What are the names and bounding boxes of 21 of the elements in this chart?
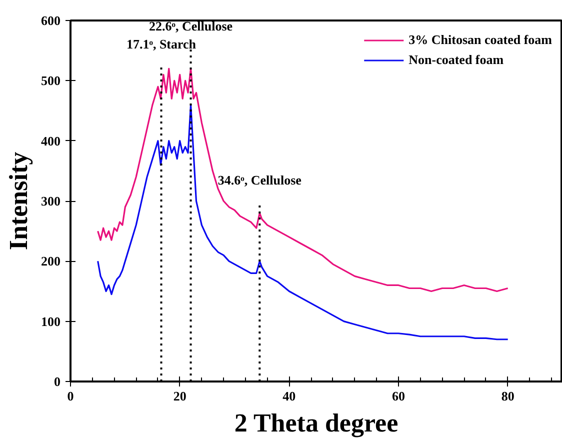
x-tick-label: 80 [501,388,514,404]
y-tick-label: 100 [41,314,60,329]
annotation: 22.6ᵒ, Cellulose [149,18,233,34]
x-tick-label: 20 [173,388,186,404]
y-tick-label: 0 [54,374,60,389]
y-axis-title: Intensity [4,152,33,250]
y-tick-label: 500 [41,73,60,88]
line-series [97,68,509,292]
legend-label: 3% Chitosan coated foam [408,32,552,48]
annotation: 17.1ᵒ, Starch [126,36,197,52]
y-tick-label: 200 [41,254,60,269]
legend-label: Non-coated foam [408,52,504,68]
y-tick-label: 600 [41,13,60,28]
y-tick-label: 400 [41,133,60,148]
x-tick-label: 40 [282,388,296,404]
y-tick-label: 300 [41,194,60,208]
x-axis-title: 2 Theta degree [234,408,398,438]
line-series [97,104,509,340]
x-tick-label: 60 [392,388,405,404]
annotation: 34.6ᵒ, Cellulose [218,172,302,188]
x-tick-label: 0 [67,388,74,404]
